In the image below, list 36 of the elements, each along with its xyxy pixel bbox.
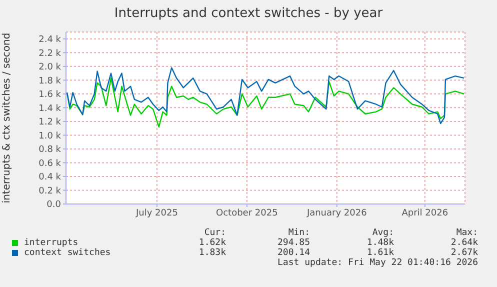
x-tick-label: April 2026 — [402, 208, 448, 218]
text: 1.83k — [198, 248, 226, 258]
text: 1.48k — [366, 238, 394, 248]
y-tick-label: 1.8 k — [38, 76, 62, 86]
text: 1.62k — [198, 238, 226, 248]
chart-title: Interrupts and context switches - by year — [113, 6, 384, 21]
y-tick-label: 1.2 k — [38, 118, 62, 128]
y-tick-label: 0.8 k — [38, 145, 62, 156]
text: 1.61k — [366, 248, 394, 258]
y-tick-label: 2.4 k — [38, 35, 62, 46]
x-tick-label: January 2026 — [306, 208, 368, 218]
text: Min: — [287, 228, 310, 238]
y-tick-label: 1.4 k — [38, 104, 62, 114]
text: Last update: Fri May 22 01:40:16 2026 — [276, 258, 478, 268]
y-tick-label: 1.0 k — [38, 131, 62, 142]
y-axis-title: interrupts & ctx switches / second — [2, 32, 13, 204]
line-series — [66, 67, 465, 124]
y-tick-label: 2.0 k — [38, 62, 62, 73]
y-tick-label: 2.2 k — [38, 48, 62, 59]
text: Avg: — [371, 228, 394, 238]
text: Max: — [455, 228, 478, 238]
legend-label: context switches — [23, 248, 112, 258]
text: 200.14 — [276, 248, 310, 258]
text: 2.67k — [450, 248, 478, 258]
y-tick-label: 0.2 k — [38, 186, 62, 196]
x-tick-label: July 2025 — [134, 208, 178, 218]
legend-label: interrupts — [23, 238, 80, 248]
text: 2.64k — [450, 238, 478, 248]
x-tick-label: October 2025 — [216, 208, 278, 218]
y-tick-label: 0.4 k — [38, 172, 62, 183]
y-tick-label: 1.6 k — [38, 90, 62, 100]
text: 294.85 — [276, 238, 310, 248]
y-tick-label: 0.6 k — [38, 158, 62, 169]
text: Cur: — [203, 228, 226, 238]
y-tick-label: 0.0 — [46, 200, 62, 210]
line-series — [66, 77, 465, 128]
